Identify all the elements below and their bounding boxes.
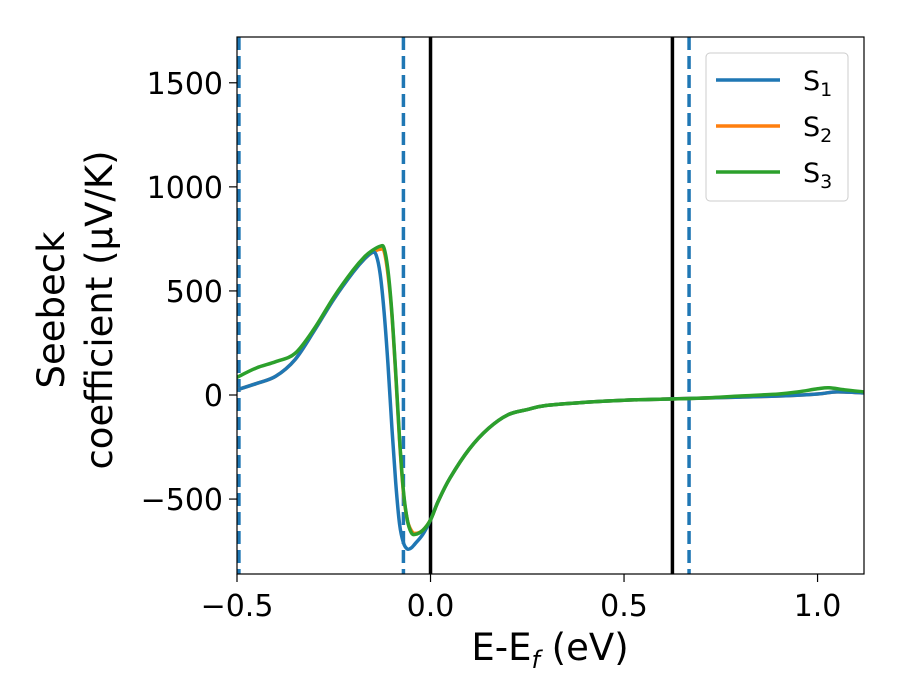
x-tick-label: 1.0 <box>794 589 842 624</box>
y-axis-label-line2: coefficient (μV/K) <box>78 150 121 469</box>
x-tick-label: 0.5 <box>600 589 648 624</box>
x-tick-label: 0.0 <box>407 589 455 624</box>
series-line-s3 <box>237 243 864 537</box>
y-axis-ticks: −500 0 500 1000 1500 <box>141 67 237 518</box>
y-tick-label: −500 <box>141 483 223 518</box>
legend: S1 S2 S3 <box>705 52 849 202</box>
legend-label-s3: S3 <box>803 158 832 193</box>
y-axis-label-line1: Seebeck <box>30 231 73 389</box>
y-tick-label: 1500 <box>147 67 223 102</box>
legend-label-s1: S1 <box>803 66 832 101</box>
x-axis-ticks: −0.5 0.0 0.5 1.0 <box>201 574 842 624</box>
y-tick-label: 1000 <box>147 171 223 206</box>
x-tick-label: −0.5 <box>201 589 274 624</box>
x-axis-label: E-Ef (eV) <box>471 626 628 674</box>
y-axis-label: Seebeck coefficient (μV/K) <box>30 150 121 469</box>
plot-frame <box>236 36 865 575</box>
y-tick-label: 500 <box>166 275 223 310</box>
series-lines <box>237 243 864 552</box>
legend-label-s2: S2 <box>803 112 832 147</box>
y-tick-label: 0 <box>204 379 223 414</box>
